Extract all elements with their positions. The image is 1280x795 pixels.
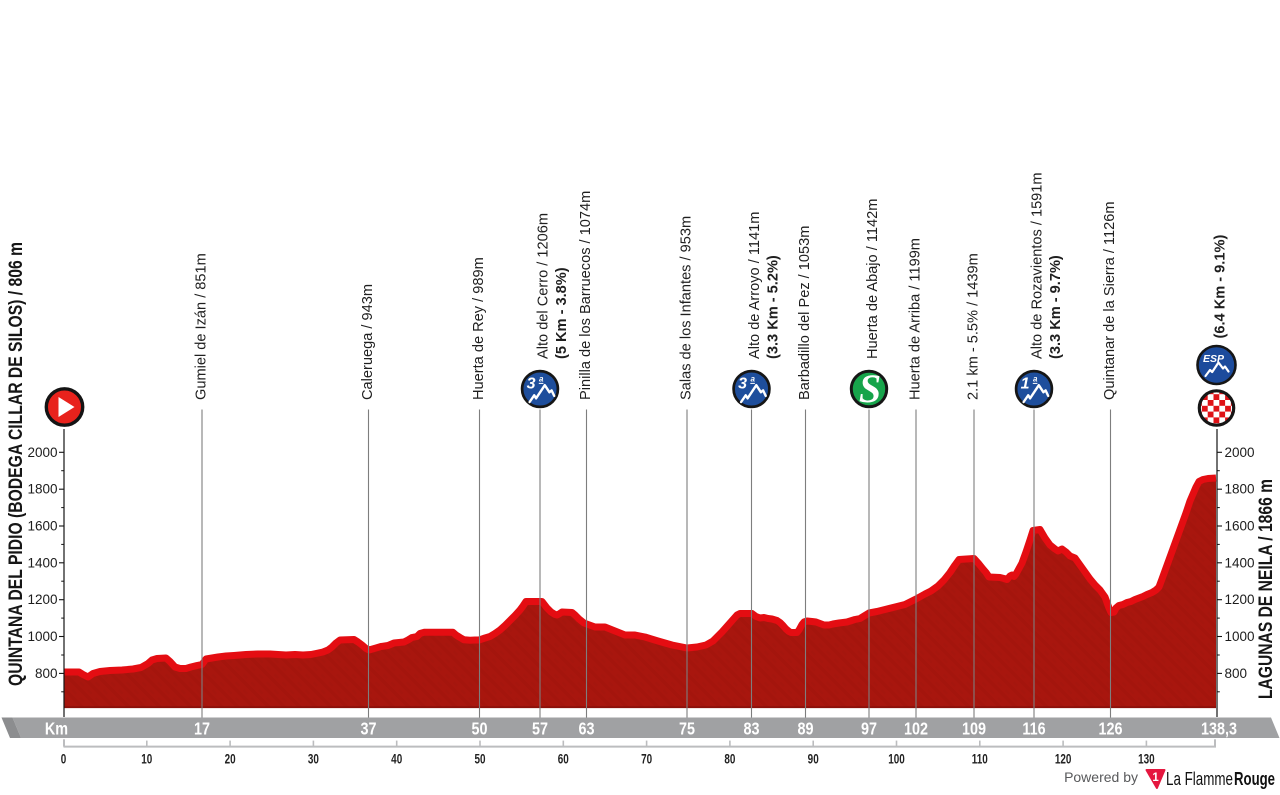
svg-text:(5 Km - 3.8%): (5 Km - 3.8%) <box>554 267 570 359</box>
svg-text:2000: 2000 <box>1225 445 1255 460</box>
svg-text:40: 40 <box>391 752 402 767</box>
svg-text:110: 110 <box>972 752 988 767</box>
svg-text:116: 116 <box>1022 719 1045 739</box>
svg-text:109: 109 <box>962 719 986 739</box>
svg-text:Barbadillo del Pez / 1053m: Barbadillo del Pez / 1053m <box>797 226 813 400</box>
svg-text:100: 100 <box>888 752 905 767</box>
svg-text:97: 97 <box>861 719 877 739</box>
svg-text:30: 30 <box>308 752 319 767</box>
svg-text:Rouge: Rouge <box>1234 768 1275 789</box>
svg-text:126: 126 <box>1098 719 1122 739</box>
svg-text:63: 63 <box>578 719 594 739</box>
svg-text:S: S <box>859 366 881 411</box>
svg-text:1600: 1600 <box>27 519 57 534</box>
svg-text:102: 102 <box>904 719 928 739</box>
svg-text:89: 89 <box>797 719 813 739</box>
svg-text:3: 3 <box>527 376 536 393</box>
svg-text:1400: 1400 <box>1225 555 1255 570</box>
svg-text:Quintanar de la Sierra / 1126m: Quintanar de la Sierra / 1126m <box>1102 202 1118 400</box>
svg-text:2000: 2000 <box>27 445 57 460</box>
svg-text:800: 800 <box>1225 666 1248 681</box>
svg-text:Alto del Cerro / 1206m: Alto del Cerro / 1206m <box>536 213 552 359</box>
svg-text:1400: 1400 <box>27 555 57 570</box>
svg-text:(6.4 Km - 9.1%): (6.4 Km - 9.1%) <box>1213 235 1229 339</box>
svg-text:La Flamme: La Flamme <box>1166 768 1233 789</box>
svg-text:a: a <box>539 375 544 384</box>
svg-text:Huerta de Rey / 989m: Huerta de Rey / 989m <box>471 257 487 400</box>
svg-text:a: a <box>751 375 756 384</box>
svg-text:3: 3 <box>738 376 747 393</box>
svg-text:1: 1 <box>1152 772 1159 784</box>
svg-text:Salas de los Infantes / 953m: Salas de los Infantes / 953m <box>679 216 695 400</box>
svg-text:1000: 1000 <box>1225 629 1255 644</box>
svg-text:Km: Km <box>45 719 68 739</box>
svg-text:17: 17 <box>194 719 210 739</box>
svg-text:Huerta de Abajo / 1142m: Huerta de Abajo / 1142m <box>865 199 881 359</box>
svg-text:Caleruega / 943m: Caleruega / 943m <box>360 284 376 400</box>
svg-text:1200: 1200 <box>27 592 57 607</box>
svg-text:50: 50 <box>474 752 485 767</box>
svg-text:1000: 1000 <box>27 629 57 644</box>
svg-text:37: 37 <box>360 719 376 739</box>
svg-text:1600: 1600 <box>1225 519 1255 534</box>
svg-text:60: 60 <box>558 752 569 767</box>
svg-text:2.1 km - 5.5% / 1439m: 2.1 km - 5.5% / 1439m <box>966 253 982 400</box>
svg-text:80: 80 <box>724 752 735 767</box>
svg-text:Huerta de Arriba / 1199m: Huerta de Arriba / 1199m <box>908 238 924 400</box>
svg-text:1800: 1800 <box>1225 482 1255 497</box>
svg-text:Pinilla de los Barruecos / 107: Pinilla de los Barruecos / 1074m <box>578 191 594 400</box>
svg-text:LAGUNAS DE NEILA / 1866 m: LAGUNAS DE NEILA / 1866 m <box>1255 479 1277 699</box>
svg-text:800: 800 <box>35 666 58 681</box>
svg-text:(3.3 Km - 9.7%): (3.3 Km - 9.7%) <box>1048 255 1064 359</box>
svg-text:70: 70 <box>641 752 652 767</box>
svg-text:1200: 1200 <box>1225 592 1255 607</box>
svg-text:a: a <box>1033 375 1038 384</box>
svg-text:1: 1 <box>1021 376 1030 393</box>
svg-text:50: 50 <box>471 719 487 739</box>
svg-text:138,3: 138,3 <box>1201 719 1237 739</box>
svg-text:57: 57 <box>532 719 548 739</box>
svg-text:Gumiel de Izán / 851m: Gumiel de Izán / 851m <box>194 253 210 400</box>
svg-text:83: 83 <box>743 719 759 739</box>
svg-text:1800: 1800 <box>27 482 57 497</box>
svg-text:QUINTANA DEL PIDIO (BODEGA CIL: QUINTANA DEL PIDIO (BODEGA CILLAR DE SIL… <box>5 242 27 686</box>
svg-text:120: 120 <box>1055 752 1072 767</box>
svg-text:75: 75 <box>679 719 695 739</box>
svg-text:ESP: ESP <box>1203 353 1225 365</box>
svg-text:Alto de Rozavientos / 1591m: Alto de Rozavientos / 1591m <box>1030 172 1046 359</box>
svg-text:0: 0 <box>61 752 67 767</box>
svg-text:Alto de Arroyo / 1141m: Alto de Arroyo / 1141m <box>747 212 763 359</box>
svg-text:20: 20 <box>225 752 236 767</box>
svg-text:10: 10 <box>141 752 152 767</box>
svg-text:130: 130 <box>1138 752 1155 767</box>
svg-text:90: 90 <box>808 752 819 767</box>
svg-text:Powered by: Powered by <box>1064 769 1138 785</box>
svg-text:(3.3 Km - 5.2%): (3.3 Km - 5.2%) <box>766 255 782 359</box>
